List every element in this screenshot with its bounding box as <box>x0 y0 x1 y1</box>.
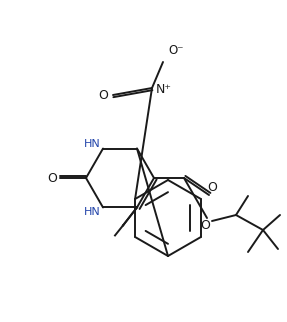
Text: N⁺: N⁺ <box>156 82 172 96</box>
Text: O: O <box>98 89 108 101</box>
Text: HN: HN <box>84 207 101 217</box>
Text: O: O <box>207 181 217 194</box>
Text: HN: HN <box>84 138 101 148</box>
Text: O: O <box>47 172 57 185</box>
Text: O: O <box>200 219 210 232</box>
Text: O⁻: O⁻ <box>168 44 183 57</box>
